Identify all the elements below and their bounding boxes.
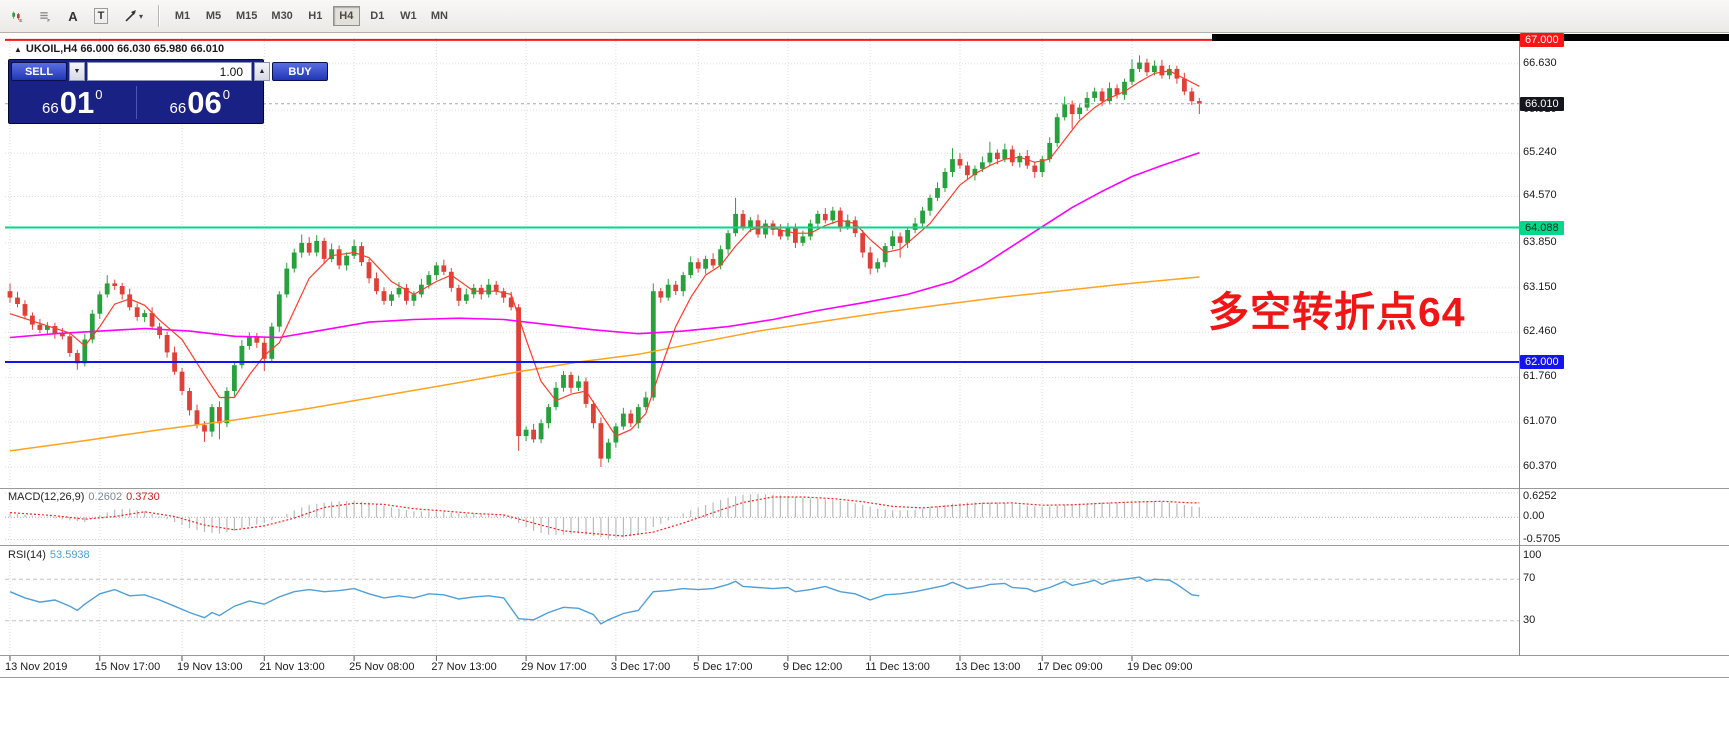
macd-histogram <box>9 493 1200 539</box>
chart-header-text: UKOIL,H4 66.000 66.030 65.980 66.010 <box>25 43 225 55</box>
svg-text:F: F <box>47 18 50 23</box>
tf-button-w1[interactable]: W1 <box>395 6 422 26</box>
volume-input[interactable] <box>87 62 252 81</box>
candlestick-chart-icon[interactable]: E <box>4 4 30 28</box>
chart-text-annotation: 多空转折点64 <box>1208 289 1466 335</box>
ma-mid-line <box>9 151 1200 339</box>
volume-up-icon: ▲ <box>258 68 266 75</box>
sell-button[interactable]: SELL <box>11 62 67 81</box>
buy-button[interactable]: BUY <box>272 62 328 81</box>
macd-value-main: 0.2602 <box>88 491 123 503</box>
rsi-value: 53.5938 <box>49 549 90 561</box>
macd-signal-line <box>9 496 1200 537</box>
trade-controls-row: SELL ▼ ▲ BUY <box>9 60 328 82</box>
timeframe-group: M1 M5 M15 M30 H1 H4 D1 W1 MN <box>168 6 454 26</box>
top-toolbar: E F A T ▾ M1 <box>0 0 1729 33</box>
ma-slow-line <box>9 276 1200 452</box>
text-tool-icon[interactable]: A <box>60 4 86 28</box>
label-tool-glyph: T <box>93 8 109 24</box>
label-tool-icon[interactable]: T <box>88 4 114 28</box>
tool-icons-group: E F A T ▾ <box>4 4 150 28</box>
rsi-header: RSI(14) 53.5938 <box>8 549 90 561</box>
pointer-tool-icon[interactable]: ▾ <box>116 4 150 28</box>
tf-button-m5[interactable]: M5 <box>200 6 227 26</box>
sell-price-big: 01 <box>59 84 95 120</box>
tf-button-m15[interactable]: M15 <box>231 6 262 26</box>
sell-price-display[interactable]: 66 01 0 <box>9 82 136 123</box>
one-click-trading-panel: SELL ▼ ▲ BUY 66 01 0 66 06 0 <box>8 59 328 124</box>
window-edge-strip <box>1212 34 1729 41</box>
rsi-title: RSI(14) <box>8 549 46 561</box>
buy-price-display[interactable]: 66 06 0 <box>137 82 264 123</box>
buy-price-superscript: 0 <box>222 87 230 102</box>
list-grid-icon[interactable]: F <box>32 4 58 28</box>
sell-price-superscript: 0 <box>95 87 103 102</box>
buy-price-prefix: 66 <box>169 100 187 117</box>
volume-down-icon: ▼ <box>73 68 81 75</box>
buy-price-big: 06 <box>187 84 222 120</box>
macd-header: MACD(12,26,9) 0.2602 0.3730 <box>8 491 160 503</box>
dropdown-caret-icon: ▾ <box>138 11 143 21</box>
ma-fast-line <box>9 70 1200 437</box>
toolbar-separator <box>158 5 160 27</box>
price-divider <box>135 86 137 119</box>
macd-title: MACD(12,26,9) <box>8 491 85 503</box>
macd-value-signal: 0.3730 <box>126 491 160 503</box>
tf-button-m1[interactable]: M1 <box>169 6 196 26</box>
grid-lines <box>5 38 1519 654</box>
tf-button-d1[interactable]: D1 <box>364 6 391 26</box>
tf-button-h1[interactable]: H1 <box>302 6 329 26</box>
tf-button-m30[interactable]: M30 <box>266 6 297 26</box>
chart-symbol-icon: ▲ <box>14 45 22 54</box>
sell-price-prefix: 66 <box>42 100 59 117</box>
volume-increase-button[interactable]: ▲ <box>254 62 270 81</box>
trade-prices-row: 66 01 0 66 06 0 <box>9 82 263 123</box>
rsi-line <box>9 576 1200 625</box>
tf-button-h4[interactable]: H4 <box>332 6 360 26</box>
volume-decrease-button[interactable]: ▼ <box>69 62 85 81</box>
tf-button-mn[interactable]: MN <box>426 6 453 26</box>
svg-text:E: E <box>19 18 22 23</box>
chart-header: ▲ UKOIL,H4 66.000 66.030 65.980 66.010 <box>14 43 224 55</box>
